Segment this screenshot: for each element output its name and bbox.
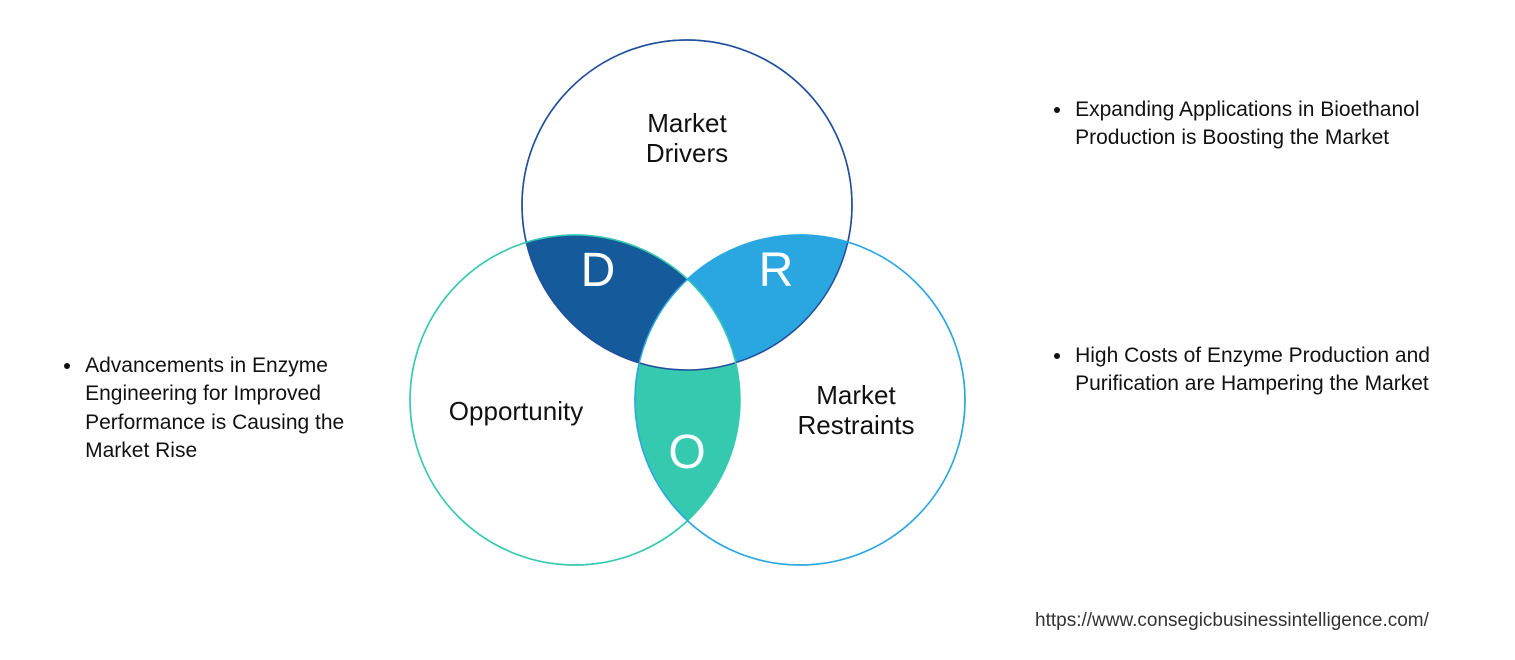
note-opportunity: Advancements in Enzyme Engineering for I… [60,352,390,465]
letter-d: D [581,244,616,297]
note-restraints: High Costs of Enzyme Production and Puri… [1050,342,1450,399]
label-restraints-line2: Restraints [797,410,914,440]
label-drivers-line1: Market [647,108,727,138]
diagram-stage: Market Drivers Opportunity Market Restra… [0,0,1515,660]
note-opportunity-text: Advancements in Enzyme Engineering for I… [83,352,390,465]
label-restraints-line1: Market [816,380,896,410]
letter-r: R [759,244,794,297]
note-drivers-text: Expanding Applications in Bioethanol Pro… [1073,96,1450,153]
source-url: https://www.consegicbusinessintelligence… [1035,610,1429,632]
note-drivers: Expanding Applications in Bioethanol Pro… [1050,96,1450,153]
label-drivers-line2: Drivers [646,138,728,168]
label-opportunity: Opportunity [449,396,583,426]
letter-o: O [668,426,705,479]
note-restraints-text: High Costs of Enzyme Production and Puri… [1073,342,1450,399]
